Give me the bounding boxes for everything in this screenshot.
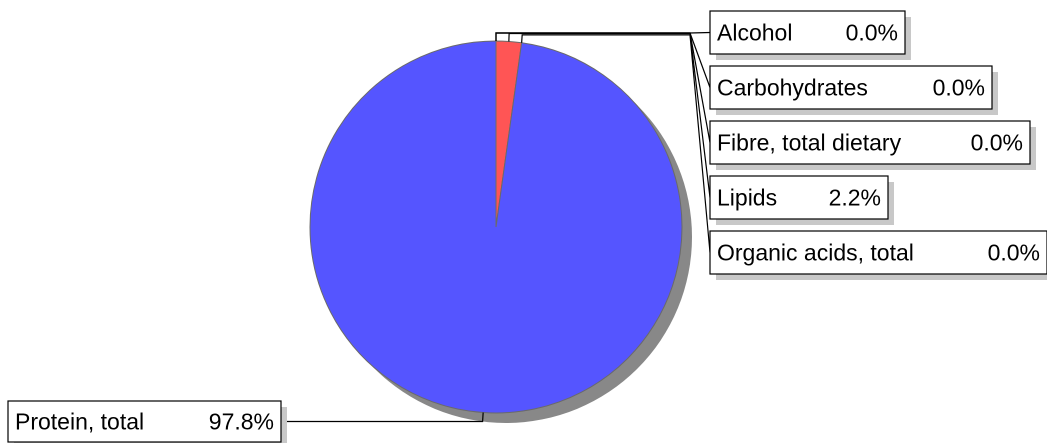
slice-label-value: 0.0% [933,75,985,101]
slice-label-value: 97.8% [209,409,274,435]
pie-slices [309,40,683,414]
slice-label-name: Alcohol [717,20,792,46]
slice-label-value: 0.0% [971,130,1023,156]
label-box [709,120,1031,165]
slice-label-protein-total: Protein, total 97.8% [7,400,287,443]
slice-label-organic-acids-total: Organic acids, total 0.0% [709,230,1047,280]
slice-label-name: Carbohydrates [717,75,868,101]
slice-label-value: 0.0% [846,20,898,46]
leader-line-lipids [508,32,711,198]
slice-label-name: Fibre, total dietary [717,130,902,156]
slice-label-value: 0.0% [988,240,1040,266]
slice-label-carbohydrates: Carbohydrates 0.0% [709,65,998,115]
label-box [709,10,906,55]
slice-label-alcohol: Alcohol 0.0% [709,10,911,60]
slice-label-name: Lipids [717,185,777,211]
label-box [709,65,993,110]
pie-slice-protein-total[interactable] [309,40,683,414]
slice-label-lipids: Lipids 2.2% [709,175,894,225]
leader-lines [281,31,711,423]
leader-line-organic-acids-total [521,34,711,253]
slice-label-name: Organic acids, total [717,240,914,266]
leader-line-protein-total [281,412,484,423]
slice-labels: Alcohol 0.0%Carbohydrates 0.0%Fibre, total… [7,10,1047,443]
label-box [709,175,889,220]
slice-label-name: Protein, total [15,409,144,435]
slice-label-value: 2.2% [829,185,881,211]
label-box [709,230,1047,275]
slice-label-fibre-total-dietary: Fibre, total dietary 0.0% [709,120,1036,170]
label-box [7,400,282,443]
